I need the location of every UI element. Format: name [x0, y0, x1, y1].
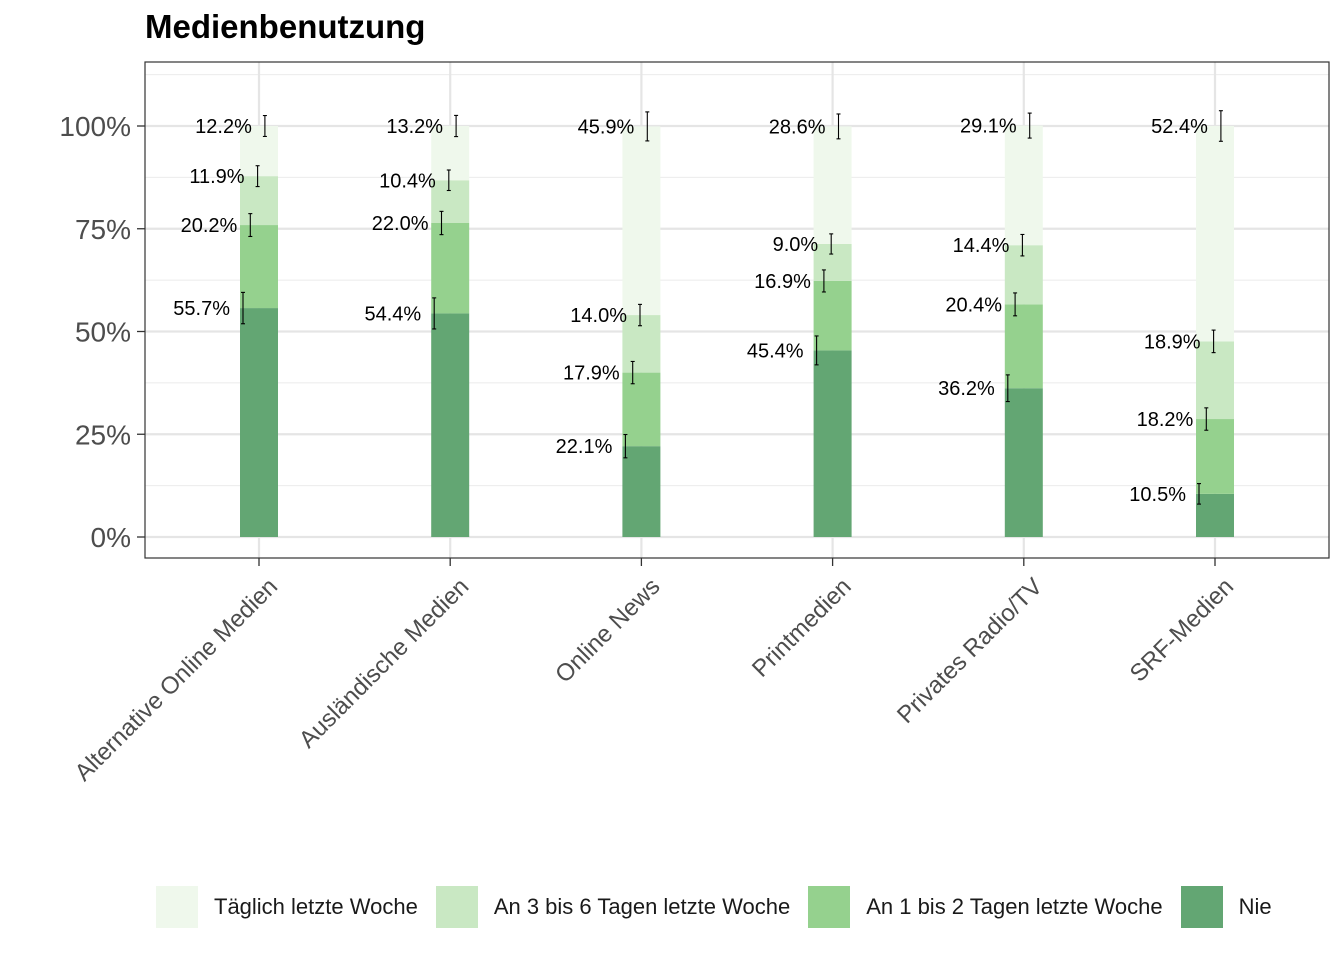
- legend: Täglich letzte Woche An 3 bis 6 Tagen le…: [156, 886, 1290, 928]
- bar-segment: [813, 243, 852, 281]
- y-tick-label: 75%: [75, 214, 131, 245]
- data-label: 13.2%: [386, 116, 443, 138]
- data-label: 36.2%: [938, 378, 995, 400]
- legend-label: Nie: [1238, 894, 1272, 919]
- data-label: 28.6%: [769, 116, 826, 138]
- bar-segment: [813, 126, 852, 244]
- data-label: 54.4%: [364, 303, 421, 325]
- data-label: 18.2%: [1137, 409, 1194, 431]
- y-tick-label: 25%: [75, 419, 131, 450]
- x-tick-label: Ausländische Medien: [294, 573, 474, 753]
- legend-swatch: [156, 886, 198, 928]
- bar-segment: [1196, 126, 1234, 342]
- data-label: 45.9%: [578, 116, 635, 138]
- bar-segment: [240, 176, 278, 226]
- data-label: 55.7%: [173, 298, 230, 320]
- plot-background: [145, 62, 1329, 558]
- chart-title: Medienbenutzung: [145, 8, 426, 45]
- data-label: 16.9%: [754, 271, 811, 293]
- y-tick-label: 50%: [75, 317, 131, 348]
- x-tick-label: Printmedien: [747, 573, 857, 683]
- data-label: 20.2%: [181, 215, 238, 237]
- data-label: 14.4%: [953, 235, 1010, 257]
- x-tick-label: Alternative Online Medien: [70, 573, 283, 786]
- bar-segment: [240, 225, 278, 309]
- data-label: 11.9%: [189, 166, 244, 188]
- legend-swatch: [808, 886, 851, 928]
- data-label: 12.2%: [195, 116, 252, 138]
- bar-segment: [1004, 388, 1043, 537]
- plot-border: [144, 61, 1330, 559]
- legend-item: Täglich letzte Woche: [156, 886, 418, 928]
- bars: [240, 125, 1234, 537]
- legend-label: An 3 bis 6 Tagen letzte Woche: [493, 894, 791, 919]
- data-label: 52.4%: [1151, 116, 1208, 138]
- legend-swatch: [1180, 886, 1223, 928]
- x-tick-label: Privates Radio/TV: [892, 573, 1048, 729]
- legend-item: An 1 bis 2 Tagen letzte Woche: [808, 886, 1163, 928]
- y-tick-label: 0%: [91, 522, 131, 553]
- legend-label: Täglich letzte Woche: [214, 894, 418, 919]
- bar-segment: [622, 315, 661, 373]
- bar-segment: [813, 350, 852, 537]
- bar-segment: [431, 313, 470, 537]
- bar-segment: [1196, 341, 1234, 420]
- y-tick-label: 100%: [59, 111, 131, 142]
- data-label: 14.0%: [570, 305, 627, 327]
- data-label: 22.1%: [556, 436, 613, 458]
- data-labels: 55.7% 20.2% 11.9% 12.2% 54.4% 22.0% 10.4% 13.2%…: [173, 116, 1208, 506]
- x-tick-label: Online News: [550, 573, 665, 688]
- bar-segment: [813, 280, 852, 351]
- bar-segment: [622, 372, 661, 447]
- legend-item: Nie: [1180, 886, 1272, 928]
- data-label: 18.9%: [1144, 331, 1201, 353]
- data-label: 10.5%: [1129, 484, 1186, 506]
- bar-segment: [431, 222, 470, 314]
- legend-label: An 1 bis 2 Tagen letzte Woche: [866, 894, 1163, 919]
- plot-area: [145, 62, 1329, 558]
- bar-segment: [1004, 245, 1043, 305]
- data-label: 29.1%: [960, 116, 1017, 138]
- data-label: 22.0%: [372, 213, 429, 235]
- legend-swatch: [435, 886, 478, 928]
- bar-segment: [1196, 493, 1234, 537]
- bar-segment: [1004, 304, 1043, 389]
- data-label: 20.4%: [945, 294, 1002, 316]
- data-label: 9.0%: [773, 234, 819, 256]
- bar-segment: [240, 308, 278, 537]
- data-label: 17.9%: [563, 363, 620, 385]
- bar-segment: [622, 446, 661, 537]
- bar-segment: [1004, 125, 1043, 246]
- bar-segment: [622, 126, 661, 316]
- bar-segment: [240, 126, 278, 177]
- bar-segment: [1196, 419, 1234, 494]
- error-bars: [241, 110, 1223, 505]
- bar-segment: [431, 126, 470, 181]
- bar-segment: [431, 180, 470, 223]
- data-label: 45.4%: [747, 340, 804, 362]
- x-tick-label: SRF-Medien: [1125, 573, 1239, 687]
- data-label: 10.4%: [379, 170, 436, 192]
- legend-item: An 3 bis 6 Tagen letzte Woche: [435, 886, 791, 928]
